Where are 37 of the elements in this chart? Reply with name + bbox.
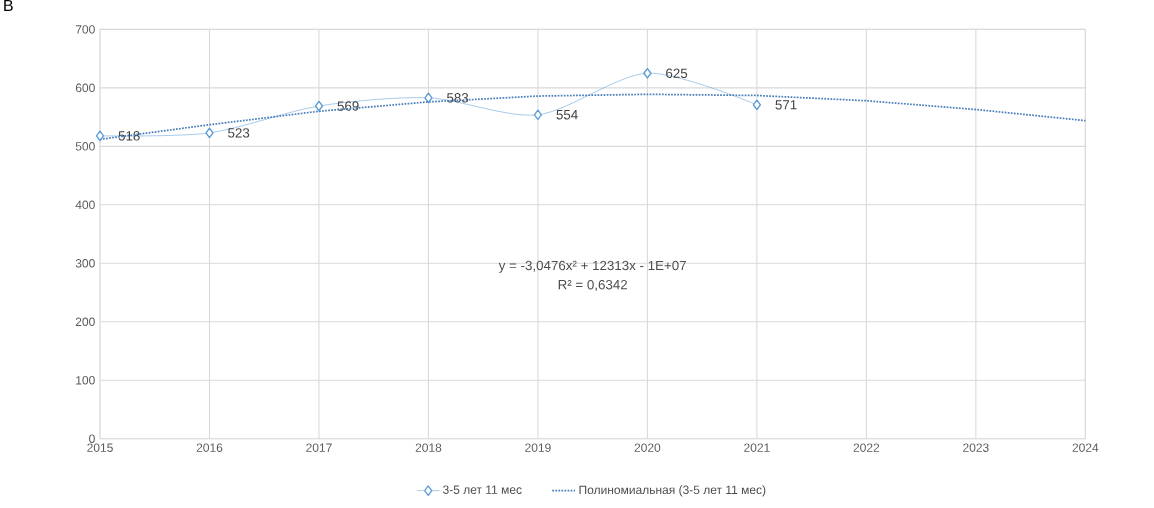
x-tick-label: 2015 [87, 443, 113, 453]
y-tick-label: 300 [75, 259, 95, 268]
y-tick-label: 600 [75, 83, 95, 93]
y-tick-label: 100 [76, 376, 95, 385]
x-tick-label: 2022 [853, 443, 880, 453]
point [752, 99, 762, 111]
x-tick-label: 2019 [525, 443, 551, 453]
y-tick-label: 700 [75, 25, 95, 34]
data-label: 554 [556, 110, 578, 120]
annotation: y = -3,0476x² + 12313x - 1E+07 [498, 260, 686, 273]
annotation: R² = 0,6342 [558, 280, 628, 292]
point [643, 68, 652, 79]
y-tick-label: 0 [89, 434, 95, 444]
point [314, 100, 324, 112]
data-label: 583 [447, 93, 469, 103]
x-tick-label: 2021 [744, 443, 770, 453]
data-label: 625 [666, 68, 688, 79]
data-label: 569 [337, 101, 359, 111]
point [205, 127, 214, 139]
y-tick-label: 500 [75, 142, 95, 151]
text: В [4, 0, 13, 12]
y-tick-label: 400 [75, 200, 95, 210]
point [533, 109, 543, 121]
x-tick-label: 2024 [1072, 443, 1099, 453]
legend-label: Полиномиальная (3-5 лет 11 мес) [579, 485, 766, 497]
legend-label: 3-5 лет 11 мес [443, 485, 522, 495]
point [424, 92, 433, 104]
point [95, 130, 105, 142]
data-label: 523 [228, 128, 250, 138]
x-tick-label: 2016 [196, 443, 223, 453]
data-label: 571 [775, 100, 797, 110]
x-tick-label: 2023 [963, 443, 989, 453]
x-tick-label: 2020 [634, 443, 661, 453]
x-tick-label: 2017 [306, 443, 332, 453]
x-tick-label: 2018 [415, 443, 442, 453]
data-label: 518 [118, 131, 140, 141]
y-tick-label: 200 [75, 317, 95, 327]
